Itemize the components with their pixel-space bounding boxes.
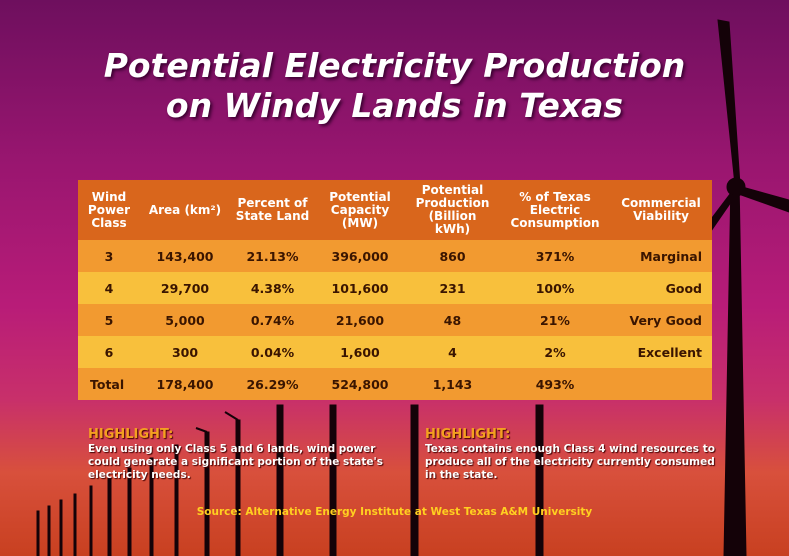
table-cell: 371% xyxy=(500,240,610,272)
header-cell: Potential Capacity (MW) xyxy=(315,180,405,240)
highlight-text: Texas contains enough Class 4 wind resou… xyxy=(425,443,715,481)
table-cell: 4.38% xyxy=(230,272,315,304)
highlight-label: HIGHLIGHT: xyxy=(88,428,388,441)
table-cell: 21.13% xyxy=(230,240,315,272)
table-cell: 2% xyxy=(500,336,610,368)
table-cell: 6 xyxy=(78,336,140,368)
table-cell: 5,000 xyxy=(140,304,230,336)
table-cell: 300 xyxy=(140,336,230,368)
header-cell: Commercial Viability xyxy=(610,180,712,240)
table-cell: 178,400 xyxy=(140,368,230,400)
table-cell: 524,800 xyxy=(315,368,405,400)
table-cell: 0.74% xyxy=(230,304,315,336)
table-cell: 860 xyxy=(405,240,500,272)
highlight: HIGHLIGHT: Even using only Class 5 and 6… xyxy=(88,428,388,482)
table-cell: 1,600 xyxy=(315,336,405,368)
header-cell: Percent of State Land xyxy=(230,180,315,240)
table-cell: Excellent xyxy=(610,336,712,368)
table-cell: 143,400 xyxy=(140,240,230,272)
highlight: HIGHLIGHT: Texas contains enough Class 4… xyxy=(425,428,725,482)
title-line: Potential Electricity Production xyxy=(0,46,789,85)
empty-cell xyxy=(610,368,712,400)
table-cell: 5 xyxy=(78,304,140,336)
table-cell: 493% xyxy=(500,368,610,400)
table-cell: Good xyxy=(610,272,712,304)
source: Source: Alternative Energy Institute at … xyxy=(0,506,789,518)
table-cell: Total xyxy=(78,368,140,400)
table-cell: 101,600 xyxy=(315,272,405,304)
table-cell: 0.04% xyxy=(230,336,315,368)
header-cell: Potential Production (Billion kWh) xyxy=(405,180,500,240)
table-cell: 4 xyxy=(405,336,500,368)
table-cell: 29,700 xyxy=(140,272,230,304)
header-cell: Wind Power Class xyxy=(78,180,140,240)
slide: Potential Electricity Production on Wind… xyxy=(0,0,789,556)
table-cell: 3 xyxy=(78,240,140,272)
table-cell: 1,143 xyxy=(405,368,500,400)
table-cell: 4 xyxy=(78,272,140,304)
table-cell: 21,600 xyxy=(315,304,405,336)
table-cell: 21% xyxy=(500,304,610,336)
table-cell: Very Good xyxy=(610,304,712,336)
table-cell: 396,000 xyxy=(315,240,405,272)
title-line: on Windy Lands in Texas xyxy=(0,86,789,125)
highlight-text: Even using only Class 5 and 6 lands, win… xyxy=(88,443,383,481)
table-cell: 48 xyxy=(405,304,500,336)
table-cell: Marginal xyxy=(610,240,712,272)
highlight-label: HIGHLIGHT: xyxy=(425,428,725,441)
table-cell: 26.29% xyxy=(230,368,315,400)
table-cell: 231 xyxy=(405,272,500,304)
table-cell: 100% xyxy=(500,272,610,304)
header-cell: % of Texas Electric Consumption xyxy=(500,180,610,240)
header-cell: Area (km²) xyxy=(140,180,230,240)
